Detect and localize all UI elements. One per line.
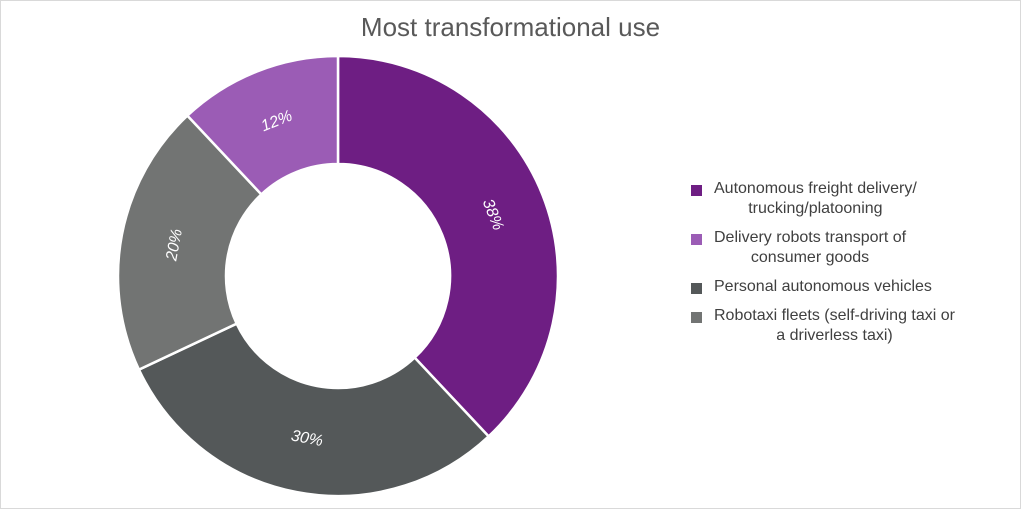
legend-swatch [691, 234, 702, 245]
slice-value-label: 20% [163, 228, 186, 264]
donut-slice [137, 322, 491, 498]
legend-label: Delivery robots transport of consumer go… [714, 229, 907, 266]
legend-item: Delivery robots transport of consumer go… [691, 228, 1021, 268]
legend-label: Robotaxi fleets (self-driving taxi or a … [714, 307, 955, 344]
donut-slice [185, 54, 340, 197]
chart-title: Most transformational use [360, 12, 661, 42]
legend-item: Autonomous freight delivery/ trucking/pl… [691, 179, 1021, 219]
donut-slice [116, 113, 264, 372]
slice-value-label: 30% [290, 427, 325, 450]
legend-label: Personal autonomous vehicles [714, 278, 932, 295]
donut-slice [336, 54, 560, 439]
legend-label: Autonomous freight delivery/ trucking/pl… [714, 180, 917, 217]
legend-swatch [691, 312, 702, 323]
legend-swatch [691, 283, 702, 294]
legend-item: Robotaxi fleets (self-driving taxi or a … [691, 306, 1021, 346]
chart-legend: Autonomous freight delivery/ trucking/pl… [691, 179, 1021, 355]
legend-item: Personal autonomous vehicles [691, 277, 1021, 297]
legend-swatch [691, 185, 702, 196]
